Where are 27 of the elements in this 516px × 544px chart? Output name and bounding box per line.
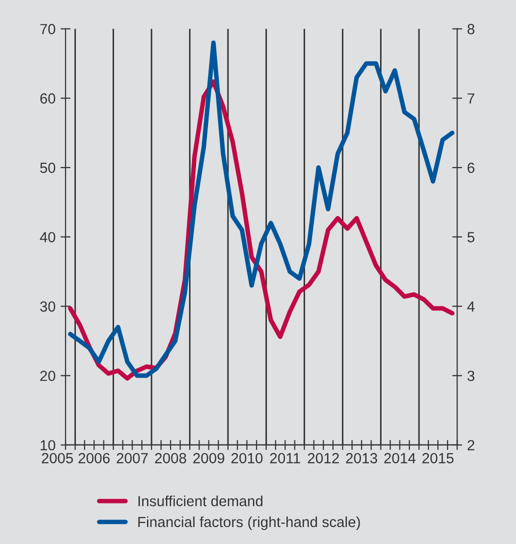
y-tick-label: 70 <box>40 24 56 34</box>
y2-tick-label: 7 <box>468 93 474 104</box>
x-tick-label: 2010 <box>231 453 263 464</box>
x-tick-label: 2005 <box>42 453 73 464</box>
x-tick-label: 2014 <box>384 453 416 464</box>
x-tick-label: 2006 <box>78 453 110 464</box>
y-tick-label: 10 <box>40 440 56 450</box>
y2-tick-label: 5 <box>467 232 474 242</box>
y-tick-label: 60 <box>40 93 56 104</box>
x-tick-label: 2008 <box>155 453 186 464</box>
x-tick-label: 2007 <box>116 453 148 464</box>
legend-label: Financial factors (right-hand scale) <box>138 516 360 530</box>
y2-tick-label: 3 <box>467 370 474 382</box>
y2-tick-label: 6 <box>468 162 474 173</box>
x-tick-label: 2013 <box>346 453 378 464</box>
y-tick-label: 20 <box>40 370 56 382</box>
y2-tick-label: 8 <box>468 24 474 34</box>
y2-tick-label: 2 <box>468 440 474 450</box>
x-tick-label: 2015 <box>422 453 454 464</box>
y-tick-label: 30 <box>40 301 56 312</box>
y-tick-label: 50 <box>40 162 56 173</box>
legend-label: Insufficient demand <box>138 496 262 506</box>
x-tick-label: 2011 <box>270 453 300 464</box>
x-tick-label: 2009 <box>193 453 224 464</box>
y-tick-label: 40 <box>40 232 56 242</box>
x-tick-label: 2012 <box>308 453 339 464</box>
y2-tick-label: 4 <box>467 302 475 312</box>
